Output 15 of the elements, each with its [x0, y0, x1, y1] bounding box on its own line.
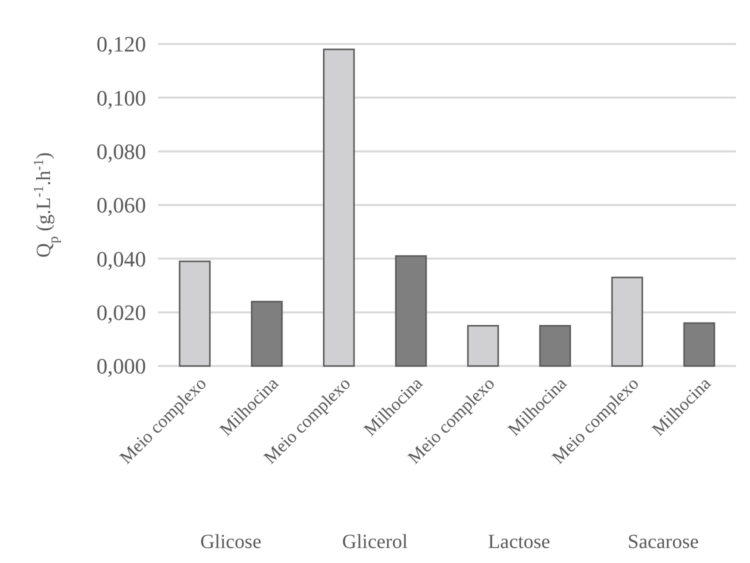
text: Lactose [488, 531, 550, 553]
bar [250, 300, 283, 367]
y-tick-label: 0,040 [96, 246, 146, 272]
bar [539, 325, 571, 367]
text: Glicerol [342, 531, 408, 553]
y-tick-label: 0,020 [96, 300, 146, 326]
bar [683, 322, 716, 367]
bar [395, 255, 427, 367]
text: Sacarose [628, 531, 699, 553]
y-tick-label: 0,120 [96, 32, 146, 57]
y-tick-label: 0,100 [96, 85, 146, 110]
y-tick-label: 0,000 [96, 354, 146, 379]
y-tick-label: 0,060 [96, 192, 146, 218]
text: Glicose [200, 531, 262, 553]
y-tick-label: 0,080 [96, 139, 146, 164]
